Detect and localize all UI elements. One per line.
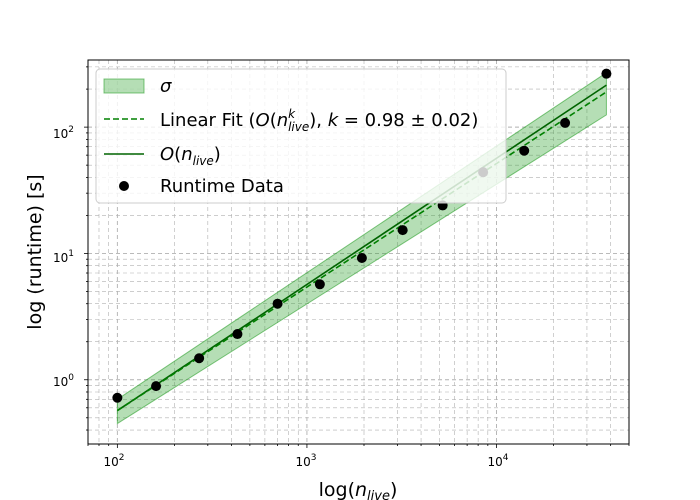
plot-frame: [87, 59, 630, 445]
runtime-data-point: [397, 225, 408, 236]
x-axis-ticks: [87, 444, 630, 448]
x-tick-label-1e3: 103: [295, 453, 316, 469]
x-tick-label-1e2: 102: [103, 453, 124, 469]
legend-sigma-label: σ: [160, 76, 172, 97]
runtime-data-point: [356, 253, 367, 264]
y-tick-label-1e0: 100: [53, 373, 74, 389]
legend-box: [95, 68, 507, 204]
legend-o-label: O(nlive): [160, 144, 221, 168]
runtime-data-point: [232, 329, 243, 340]
x-tick-label-1e4: 104: [487, 453, 508, 469]
runtime-data-point: [194, 353, 205, 364]
linear-fit-line: [116, 91, 607, 412]
legend-runtime-marker: [119, 181, 129, 191]
runtime-data-point: [112, 392, 123, 403]
legend-runtime-label: Runtime Data: [160, 176, 284, 197]
y-tick-label-1e2: 102: [53, 125, 74, 141]
runtime-data-point: [272, 298, 283, 309]
y-axis-ticks: [84, 66, 88, 431]
runtime-data-point: [601, 68, 612, 79]
runtime-data-point: [560, 117, 571, 128]
runtime-data-points: [112, 68, 612, 403]
runtime-data-point: [519, 145, 530, 156]
x-axis-title: log(nlive): [319, 479, 398, 500]
y-axis-title: log (runtime) [s]: [24, 174, 46, 329]
runtime-data-point: [151, 381, 162, 392]
runtime-data-point: [314, 279, 325, 290]
legend-fit-label: Linear Fit (O(nk live), k = 0.98 ± 0.02): [160, 107, 478, 134]
y-tick-label-1e1: 101: [53, 249, 74, 265]
legend-sigma-swatch: [103, 78, 145, 94]
legend: σ Linear Fit (O(nk live), k = 0.98 ± 0.02…: [95, 68, 507, 204]
